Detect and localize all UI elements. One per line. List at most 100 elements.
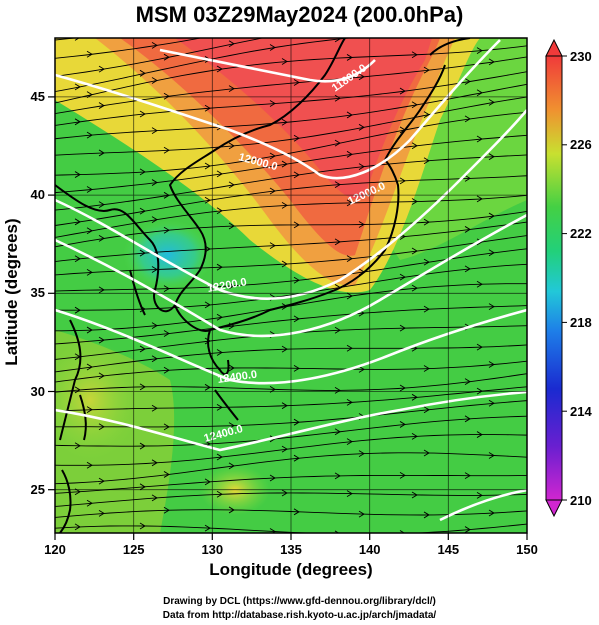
streamline-arrow (293, 315, 300, 323)
streamline-arrow (98, 286, 105, 294)
streamline-arrow (139, 168, 146, 176)
streamline-arrow (281, 489, 288, 497)
streamline-arrow (400, 31, 405, 37)
streamline-arrow (423, 449, 430, 457)
streamline-arrow (163, 366, 170, 374)
streamline-arrow (399, 87, 406, 95)
colorbar-tick-label: 226 (570, 137, 592, 152)
streamline-arrow (399, 273, 406, 281)
streamline-arrow (399, 384, 406, 392)
streamline-arrow (163, 285, 170, 292)
streamline-arrow (228, 222, 235, 230)
streamline (55, 221, 527, 262)
streamline-arrow (163, 146, 170, 154)
streamline-arrow (205, 18, 210, 24)
streamline-arrow (228, 85, 235, 93)
streamline-arrow (86, 406, 93, 414)
streamline-arrow (423, 511, 430, 519)
streamline-arrow (139, 522, 146, 530)
streamline-arrow (74, 386, 81, 394)
streamline-arrow (358, 450, 365, 457)
streamline-arrow (488, 212, 495, 220)
streamline-arrow (151, 266, 158, 273)
streamline (55, 210, 527, 248)
streamline-arrow (98, 336, 105, 344)
streamline-arrow (163, 226, 170, 234)
streamline-arrow (163, 330, 170, 337)
streamline-arrow (464, 265, 471, 273)
streamline-arrow (293, 418, 300, 426)
streamline-arrow (346, 490, 353, 498)
streamline-arrow (228, 40, 235, 48)
streamline-arrow (423, 111, 430, 118)
streamline-arrow (86, 186, 93, 193)
streamline-arrow (98, 201, 105, 208)
colorbar-max-arrow (545, 38, 563, 57)
streamline (55, 38, 354, 92)
streamline-arrow (151, 41, 158, 49)
streamline-arrow (228, 181, 235, 189)
streamline-arrow (151, 322, 158, 329)
streamline-arrow (411, 393, 418, 401)
streamline-arrow (423, 365, 430, 372)
streamline-arrow (269, 44, 276, 51)
streamline-arrow (151, 179, 158, 186)
streamline-arrow (476, 238, 483, 246)
streamline-arrow (204, 301, 211, 309)
streamline-arrow (139, 442, 146, 450)
streamline-arrow (476, 343, 483, 351)
streamline-arrow (488, 452, 495, 459)
streamline-arrow (204, 524, 211, 532)
streamline-arrow (151, 77, 158, 84)
streamline-arrow (334, 530, 340, 533)
streamline-arrow (204, 337, 211, 345)
streamline (55, 283, 527, 332)
streamline-arrow (269, 187, 276, 195)
streamline-arrow (204, 104, 211, 112)
streamline-arrow (139, 69, 146, 77)
streamline-arrow (488, 509, 495, 517)
streamline-arrow (86, 326, 93, 334)
streamline-arrow (358, 365, 365, 373)
streamline-arrow (476, 135, 483, 143)
streamline-arrow (347, 6, 352, 12)
streamline (55, 452, 527, 485)
streamline (55, 111, 527, 176)
streamline-arrow (86, 131, 93, 139)
streamline-arrow (476, 195, 483, 203)
streamline-arrow (281, 445, 288, 453)
wind-streamlines (55, 0, 527, 533)
streamline-arrow (411, 198, 418, 205)
streamline-arrow (281, 160, 288, 168)
y-tick-label: 25 (31, 482, 45, 497)
streamline-arrow (359, 17, 364, 23)
height-contours (55, 39, 527, 522)
streamline-arrow (216, 170, 223, 178)
streamline-arrow (412, 0, 417, 1)
streamline-arrow (346, 255, 353, 263)
streamline-arrow (358, 123, 365, 131)
streamline-arrow (293, 221, 300, 229)
streamline-arrow (163, 53, 170, 61)
streamline-arrow (488, 399, 495, 407)
streamline-arrow (151, 494, 158, 502)
streamline (55, 134, 527, 194)
streamline-arrow (74, 442, 81, 450)
streamline (55, 38, 79, 41)
streamline-arrow (74, 306, 81, 314)
streamline-arrow (424, 9, 429, 15)
streamline-arrow (151, 404, 158, 412)
coastlines (55, 38, 471, 533)
streamline-arrow (269, 152, 276, 160)
streamline-arrow (411, 491, 418, 499)
streamline-arrow (411, 284, 418, 292)
streamline-arrow (151, 216, 158, 223)
streamline-arrow (204, 162, 211, 170)
streamline (55, 344, 527, 373)
y-tick-label: 45 (31, 89, 45, 104)
streamline-arrow (423, 66, 430, 74)
streamline-arrow (216, 490, 223, 498)
streamline-arrow (139, 249, 146, 257)
y-tick-label: 35 (31, 285, 45, 300)
